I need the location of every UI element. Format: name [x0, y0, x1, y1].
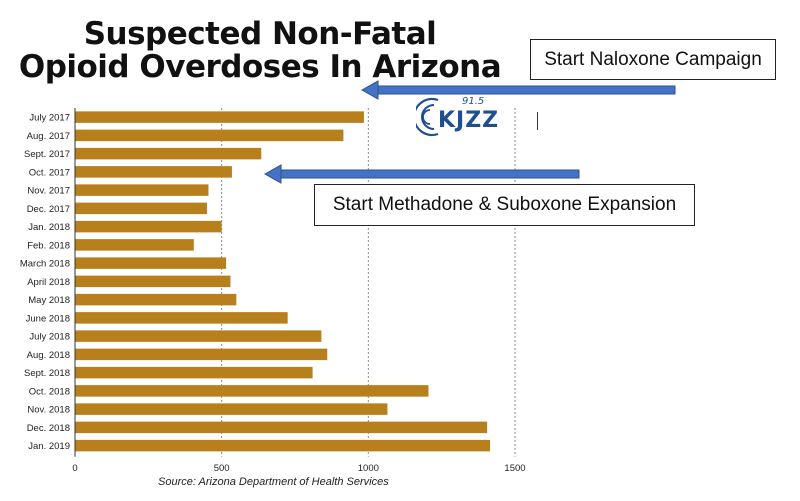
category-label: Dec. 2017: [27, 204, 70, 215]
x-tick-label: 1500: [504, 463, 525, 474]
bar: [75, 403, 388, 415]
x-tick-label: 0: [72, 463, 77, 474]
x-tick-label: 500: [214, 463, 230, 474]
category-label: Nov. 2018: [27, 405, 70, 416]
logo-frequency: 91.5: [462, 96, 485, 107]
bar: [75, 220, 222, 233]
bar: [75, 257, 227, 269]
bar: [75, 348, 328, 361]
category-label: April 2018: [27, 277, 70, 288]
bar: [75, 184, 209, 196]
x-tick-label: 1000: [358, 463, 379, 474]
bar: [75, 147, 262, 160]
title-line-1: Suspected Non-Fatal: [83, 16, 437, 52]
methadone-arrow-shaft: [280, 169, 580, 179]
bar: [75, 275, 231, 288]
bar: [75, 366, 313, 379]
source-note: Source: Arizona Department of Health Ser…: [158, 476, 389, 488]
kjzz-logo: 91.5 KJZZ: [412, 94, 500, 138]
bar: [75, 330, 322, 342]
bar: [75, 166, 232, 178]
category-label: Oct. 2017: [29, 167, 70, 178]
bar: [75, 202, 207, 215]
bar: [75, 239, 194, 251]
category-label: Sept. 2017: [24, 149, 70, 160]
logo-text: KJZZ: [438, 108, 500, 133]
naloxone-arrow-shaft: [377, 85, 676, 95]
bar: [75, 385, 429, 397]
category-label: May 2018: [28, 295, 70, 306]
category-label: Dec. 2018: [27, 423, 70, 434]
category-label: Aug. 2018: [27, 350, 70, 361]
category-label: Jan. 2018: [28, 222, 70, 233]
category-label: June 2018: [26, 313, 70, 324]
category-label: Feb. 2018: [27, 240, 70, 251]
bar: [75, 129, 344, 142]
chart-title: Suspected Non-Fatal Opioid Overdoses In …: [10, 18, 510, 84]
methadone-arrow-head: [263, 164, 282, 184]
text-cursor-mark: [537, 112, 538, 130]
bar: [75, 111, 364, 123]
category-label: Oct. 2018: [29, 386, 70, 397]
naloxone-arrow-head: [360, 80, 379, 100]
title-line-2: Opioid Overdoses In Arizona: [18, 49, 502, 85]
bar: [75, 312, 288, 324]
bar: [75, 421, 488, 434]
category-label: July 2017: [29, 113, 70, 124]
naloxone-callout: Start Naloxone Campaign: [530, 39, 776, 80]
methadone-callout: Start Methadone & Suboxone Expansion: [314, 184, 695, 226]
category-label: Sept. 2018: [24, 368, 70, 379]
category-label: July 2018: [29, 332, 70, 343]
category-label: Nov. 2017: [27, 186, 70, 197]
category-label: Jan. 2019: [28, 441, 70, 452]
category-label: Aug. 2017: [27, 131, 70, 142]
category-label: March 2018: [20, 259, 70, 270]
bar: [75, 293, 237, 306]
bar: [75, 439, 491, 452]
